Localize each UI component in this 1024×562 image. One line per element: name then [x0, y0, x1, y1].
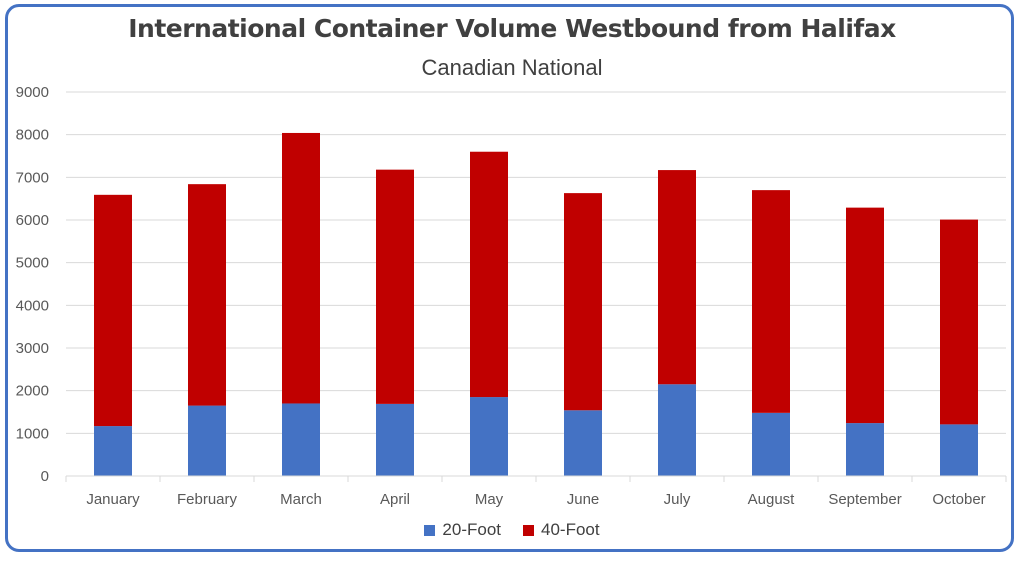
legend-swatch-20-foot [424, 524, 436, 536]
x-tick-label: May [475, 491, 504, 508]
legend: 20-Foot 40-Foot [0, 520, 1024, 540]
bar-40-foot-march [282, 132, 320, 404]
y-tick-label: 7000 [16, 169, 49, 186]
x-tick-label: March [280, 491, 322, 508]
bar-20-foot-january [94, 426, 132, 476]
legend-label-20-foot: 20-Foot [442, 520, 501, 539]
y-tick-label: 4000 [16, 297, 49, 314]
bar-40-foot-august [752, 190, 790, 413]
bar-40-foot-january [94, 194, 132, 427]
bar-40-foot-april [376, 169, 414, 404]
bar-20-foot-june [564, 410, 602, 476]
y-tick-label: 6000 [16, 212, 49, 229]
y-tick-label: 5000 [16, 255, 49, 272]
chart-title: International Container Volume Westbound… [128, 14, 896, 43]
bar-20-foot-july [658, 384, 696, 476]
y-tick-label: 3000 [16, 340, 49, 357]
x-tick-label: April [380, 491, 410, 508]
y-tick-label: 0 [41, 468, 49, 485]
bar-20-foot-september [846, 423, 884, 476]
bar-40-foot-june [564, 193, 602, 411]
y-tick-label: 8000 [16, 127, 49, 144]
bar-20-foot-february [188, 405, 226, 476]
x-tick-label: July [664, 491, 691, 508]
bar-40-foot-may [470, 151, 508, 398]
bar-40-foot-february [188, 184, 226, 406]
x-tick-label: June [567, 491, 600, 508]
y-tick-label: 1000 [16, 425, 49, 442]
bar-40-foot-october [940, 219, 978, 425]
x-tick-label: August [748, 491, 796, 508]
x-tick-label: September [828, 491, 901, 508]
y-tick-label: 2000 [16, 383, 49, 400]
x-tick-label: February [177, 491, 238, 508]
y-tick-label: 9000 [16, 84, 49, 101]
legend-swatch-40-foot [523, 524, 534, 536]
legend-item-20-foot: 20-Foot [424, 520, 501, 540]
x-tick-label: October [932, 491, 985, 508]
chart-subtitle: Canadian National [421, 55, 603, 80]
chart-frame [5, 4, 1014, 552]
bar-20-foot-october [940, 424, 978, 476]
bar-40-foot-september [846, 207, 884, 424]
legend-item-40-foot: 40-Foot [523, 520, 600, 540]
bar-20-foot-april [376, 403, 414, 476]
legend-label-40-foot: 40-Foot [541, 520, 600, 539]
x-tick-label: January [86, 491, 140, 508]
bar-20-foot-august [752, 412, 790, 476]
bar-20-foot-may [470, 397, 508, 476]
bar-40-foot-july [658, 170, 696, 385]
bar-20-foot-march [282, 403, 320, 476]
